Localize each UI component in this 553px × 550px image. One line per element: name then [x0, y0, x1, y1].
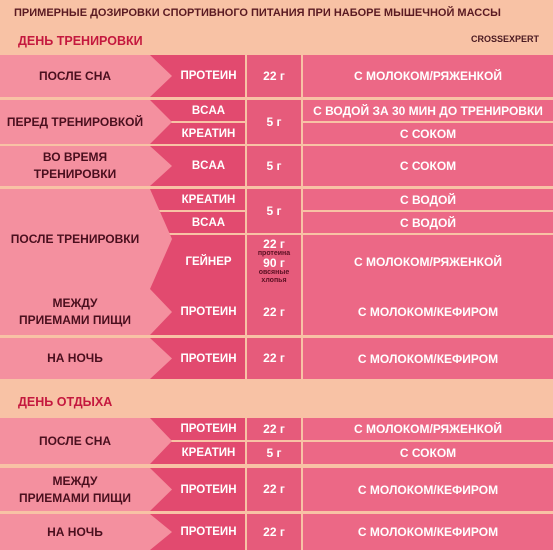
- time-cell: ВО ВРЕМЯ ТРЕНИРОВКИ: [0, 146, 172, 186]
- time-cell: НА НОЧЬ: [0, 338, 172, 379]
- time-cell: ПОСЛЕ СНА: [0, 55, 172, 97]
- dose-cell: 22 г: [247, 468, 301, 511]
- time-cell: ПОСЛЕ СНА: [0, 418, 172, 464]
- logo: CROSSEXPERT: [470, 34, 539, 44]
- mix-cell: С МОЛОКОМ/КЕФИРОМ: [303, 468, 553, 511]
- mix-cell: С ВОДОЙ ЗА 30 МИН ДО ТРЕНИРОВКИ: [303, 100, 553, 121]
- time-cell: МЕЖДУ ПРИЕМАМИ ПИЩИ: [0, 289, 172, 335]
- dose-amount: 90 г: [263, 256, 285, 270]
- mix-cell: С МОЛОКОМ/КЕФИРОМ: [303, 338, 553, 379]
- dose-cell: 22 г: [247, 418, 301, 440]
- time-cell: МЕЖДУ ПРИЕМАМИ ПИЩИ: [0, 468, 172, 511]
- section-title: ДЕНЬ ОТДЫХА: [18, 395, 113, 409]
- time-cell: НА НОЧЬ: [0, 514, 172, 550]
- mix-cell: С СОКОМ: [303, 123, 553, 144]
- product-cell: ПРОТЕИН: [150, 418, 245, 440]
- dose-note: овсяные хлопья: [258, 269, 290, 284]
- mix-cell: С МОЛОКОМ/РЯЖЕНКОЙ: [303, 55, 553, 97]
- product-cell: КРЕАТИН: [150, 189, 245, 210]
- dose-cell: 5 г: [247, 100, 301, 144]
- page-title: ПРИМЕРНЫЕ ДОЗИРОВКИ СПОРТИВНОГО ПИТАНИЯ …: [14, 7, 501, 19]
- dose-cell: 22 г: [247, 338, 301, 379]
- dose-cell: 22 г: [247, 55, 301, 97]
- product-cell: КРЕАТИН: [150, 123, 245, 144]
- mix-cell: С МОЛОКОМ/КЕФИРОМ: [303, 289, 553, 335]
- mix-cell: С СОКОМ: [303, 442, 553, 464]
- dose-cell: 22 г: [247, 289, 301, 335]
- dose-cell: 5 г: [247, 146, 301, 186]
- dose-amount: 22 г: [263, 237, 285, 251]
- product-cell: BCAA: [150, 100, 245, 121]
- mix-cell: С СОКОМ: [303, 146, 553, 186]
- time-cell: ПЕРЕД ТРЕНИРОВКОЙ: [0, 100, 172, 144]
- dose-cell: 22 г: [247, 514, 301, 550]
- dose-cell: 22 г протеина 90 г овсяные хлопья: [247, 235, 301, 289]
- time-cell: ПОСЛЕ ТРЕНИРОВКИ: [0, 189, 172, 289]
- product-cell: BCAA: [150, 212, 245, 233]
- section-title: ДЕНЬ ТРЕНИРОВКИ: [18, 34, 143, 48]
- mix-cell: С ВОДОЙ: [303, 212, 553, 233]
- mix-cell: С МОЛОКОМ/РЯЖЕНКОЙ: [303, 235, 553, 289]
- product-cell: КРЕАТИН: [150, 442, 245, 464]
- dose-cell: 5 г: [247, 189, 301, 233]
- mix-cell: С ВОДОЙ: [303, 189, 553, 210]
- dose-note: протеина: [257, 250, 291, 257]
- dose-cell: 5 г: [247, 442, 301, 464]
- mix-cell: С МОЛОКОМ/КЕФИРОМ: [303, 514, 553, 550]
- mix-cell: С МОЛОКОМ/РЯЖЕНКОЙ: [303, 418, 553, 440]
